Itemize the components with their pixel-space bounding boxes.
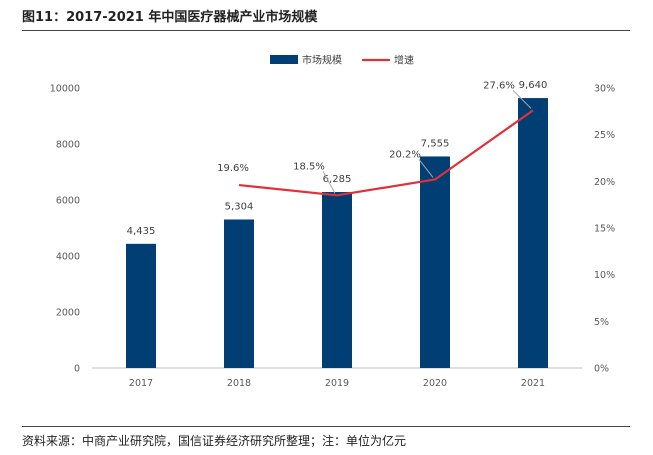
y-right-tick-label: 0% [594, 364, 609, 375]
x-tick-label: 2017 [129, 378, 153, 389]
bar-series [126, 98, 548, 368]
y-left-tick-label: 10000 [50, 84, 80, 95]
growth-label-leader [418, 159, 434, 178]
bar [518, 98, 548, 368]
market-size-chart: 市场规模 增速 0 2000 4000 6000 8000 10000 0% 5% 10% 15% 2… [50, 54, 615, 390]
bar-data-label: 7,555 [421, 138, 450, 149]
source-rule [22, 426, 630, 427]
y-right-tick-label: 20% [594, 177, 615, 188]
y-right-tick-label: 10% [594, 270, 615, 281]
y-left-tick-label: 8000 [56, 140, 80, 151]
axes: 0 2000 4000 6000 8000 10000 0% 5% 10% 15% 20% 25% 30… [50, 84, 615, 390]
bar [126, 243, 156, 368]
y-right-tick-label: 15% [594, 224, 615, 235]
bar [322, 192, 352, 368]
legend-bar-swatch [270, 55, 298, 64]
bar-data-label: 9,640 [519, 80, 548, 91]
x-tick-label: 2019 [325, 378, 349, 389]
bar [420, 156, 450, 368]
x-tick-label: 2020 [423, 378, 447, 389]
y-left-tick-label: 4000 [56, 252, 80, 263]
title-rule [22, 30, 630, 31]
growth-line [238, 109, 534, 197]
bar-data-label: 6,285 [323, 174, 352, 185]
y-left-tick-label: 6000 [56, 196, 80, 207]
growth-line-series [238, 109, 534, 197]
growth-label-leader [322, 171, 336, 194]
legend-line-label: 增速 [394, 54, 414, 67]
source-note: 资料来源：中商产业研究院，国信证券经济研究所整理；注：单位为亿元 [22, 434, 407, 448]
growth-data-label: 20.2% [389, 149, 421, 160]
y-right-tick-label: 25% [594, 130, 615, 141]
x-tick-label: 2021 [521, 378, 545, 389]
bar-data-labels: 4,435 5,304 6,285 7,555 9,640 [127, 80, 548, 237]
chart-area: 市场规模 增速 0 2000 4000 6000 8000 10000 0% 5% 10% 15% 2… [22, 38, 630, 408]
bar [224, 219, 254, 368]
x-tick-label: 2018 [227, 378, 251, 389]
y-left-tick-label: 0 [74, 364, 80, 375]
figure-title: 图11：2017-2021 年中国医疗器械产业市场规模 [22, 10, 318, 25]
y-left-tick-label: 2000 [56, 308, 80, 319]
growth-data-label: 27.6% [483, 80, 515, 91]
legend-bar-label: 市场规模 [302, 54, 342, 67]
growth-label-leader [512, 90, 532, 109]
growth-data-label: 18.5% [293, 161, 325, 172]
y-right-tick-label: 5% [594, 317, 609, 328]
growth-data-label: 19.6% [217, 163, 249, 174]
y-right-tick-label: 30% [594, 84, 615, 95]
growth-data-labels: 19.6% 18.5% 20.2% 27.6% [217, 80, 532, 194]
bar-data-label: 5,304 [225, 201, 254, 212]
legend: 市场规模 增速 [270, 54, 414, 67]
bar-data-label: 4,435 [127, 226, 156, 237]
